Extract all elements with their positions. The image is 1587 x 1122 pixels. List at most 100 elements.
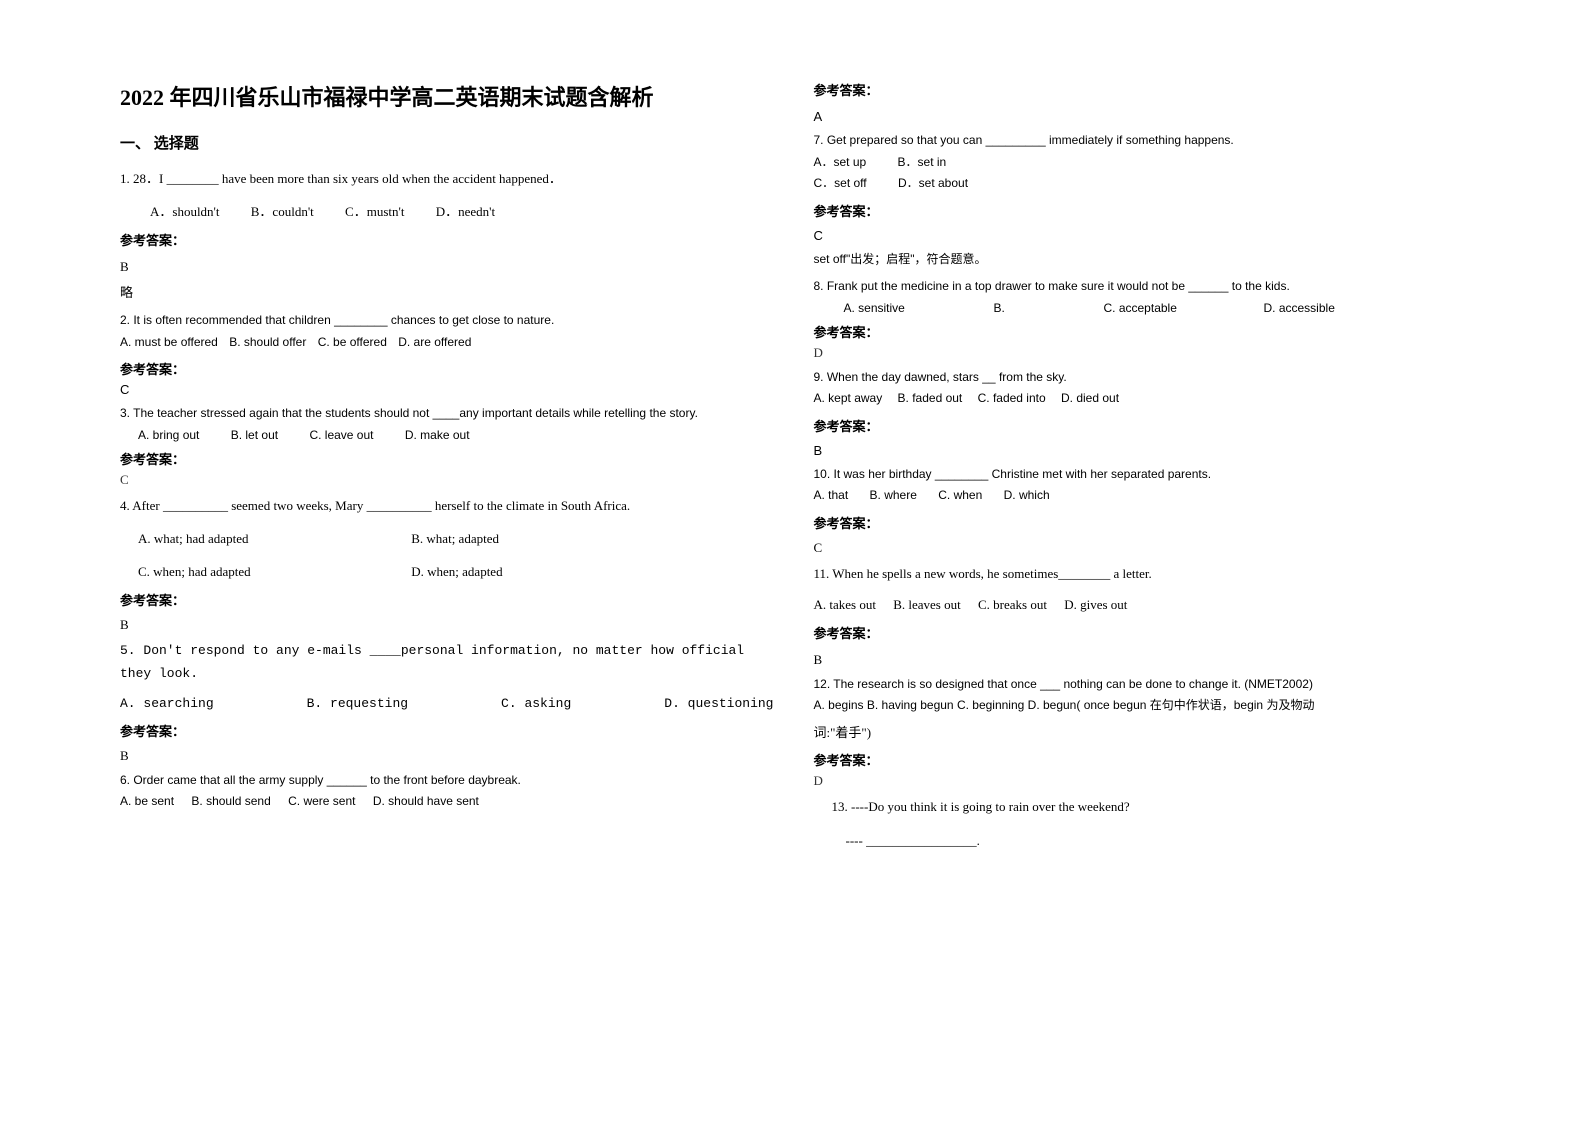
answer-label: 参考答案： bbox=[814, 513, 1468, 532]
q5-opt-d: D. questioning bbox=[664, 692, 773, 715]
q6-opt-d: D. should have sent bbox=[373, 791, 479, 813]
q13-line2: ---- _________________. bbox=[832, 829, 1468, 852]
q7-options-row1: A．set up B．set in bbox=[814, 152, 1468, 174]
q2-stem: 2. It is often recommended that children… bbox=[120, 310, 774, 332]
q3-stem: 3. The teacher stressed again that the s… bbox=[120, 403, 774, 425]
answer-label: 参考答案： bbox=[814, 322, 1468, 341]
q11-opt-b: B. leaves out bbox=[893, 593, 961, 616]
left-column: 2022 年四川省乐山市福禄中学高二英语期末试题含解析 一、 选择题 1. 28… bbox=[100, 80, 794, 1082]
question-12: 12. The research is so designed that onc… bbox=[814, 674, 1468, 745]
q3-opt-b: B. let out bbox=[231, 425, 278, 447]
answer-label: 参考答案： bbox=[814, 623, 1468, 642]
q2-opt-c: C. be offered bbox=[318, 332, 387, 354]
q4-answer: B bbox=[120, 617, 774, 633]
question-13: 13. ----Do you think it is going to rain… bbox=[814, 795, 1468, 852]
q2-opt-d: D. are offered bbox=[398, 332, 471, 354]
q12-stem: 12. The research is so designed that onc… bbox=[814, 674, 1468, 696]
right-column: 参考答案： A 7. Get prepared so that you can … bbox=[794, 80, 1488, 1082]
q9-opt-d: D. died out bbox=[1061, 388, 1119, 410]
answer-label: 参考答案： bbox=[120, 721, 774, 740]
q1-opt-a: A．shouldn't bbox=[150, 200, 220, 223]
q5-opt-c: C. asking bbox=[501, 692, 571, 715]
q10-stem: 10. It was her birthday ________ Christi… bbox=[814, 464, 1468, 486]
q4-options-row1: A. what; had adapted B. what; adapted bbox=[120, 527, 774, 550]
q9-opt-b: B. faded out bbox=[898, 388, 963, 410]
q2-opt-b: B. should offer bbox=[229, 332, 306, 354]
q8-options: A. sensitive B. C. acceptable D. accessi… bbox=[814, 298, 1468, 320]
question-9: 9. When the day dawned, stars __ from th… bbox=[814, 367, 1468, 410]
q3-opt-a: A. bring out bbox=[138, 425, 199, 447]
q7-note: set off"出发；启程"，符合题意。 bbox=[814, 249, 1468, 271]
q3-opt-d: D. make out bbox=[405, 425, 470, 447]
q1-opt-c: C．mustn't bbox=[345, 200, 404, 223]
exam-page: 2022 年四川省乐山市福禄中学高二英语期末试题含解析 一、 选择题 1. 28… bbox=[0, 0, 1587, 1122]
q4-opt-b: B. what; adapted bbox=[411, 527, 499, 550]
q6-answer: A bbox=[814, 109, 1468, 124]
q12-note: 词:"着手") bbox=[814, 721, 1468, 744]
q1-options: A．shouldn't B．couldn't C．mustn't D．needn… bbox=[120, 200, 774, 223]
q11-stem: 11. When he spells a new words, he somet… bbox=[814, 562, 1468, 585]
q6-stem: 6. Order came that all the army supply _… bbox=[120, 770, 774, 792]
q12-answer: D bbox=[814, 773, 1468, 789]
question-4: 4. After __________ seemed two weeks, Ma… bbox=[120, 494, 774, 584]
q8-opt-a: A. sensitive bbox=[844, 298, 994, 320]
answer-label: 参考答案： bbox=[814, 201, 1468, 220]
q3-answer: C bbox=[120, 472, 774, 488]
question-6: 6. Order came that all the army supply _… bbox=[120, 770, 774, 813]
q9-stem: 9. When the day dawned, stars __ from th… bbox=[814, 367, 1468, 389]
q13-stem: 13. ----Do you think it is going to rain… bbox=[832, 795, 1468, 818]
q5-options: A. searching B. requesting C. asking D. … bbox=[120, 692, 774, 715]
q9-options: A. kept away B. faded out C. faded into … bbox=[814, 388, 1468, 410]
question-11: 11. When he spells a new words, he somet… bbox=[814, 562, 1468, 617]
answer-label: 参考答案： bbox=[120, 359, 774, 378]
question-3: 3. The teacher stressed again that the s… bbox=[120, 403, 774, 446]
q8-opt-b: B. bbox=[994, 298, 1104, 320]
q10-opt-c: C. when bbox=[938, 485, 982, 507]
q11-opt-c: C. breaks out bbox=[978, 593, 1047, 616]
q4-stem: 4. After __________ seemed two weeks, Ma… bbox=[120, 494, 774, 517]
q6-opt-b: B. should send bbox=[191, 791, 270, 813]
question-7: 7. Get prepared so that you can ________… bbox=[814, 130, 1468, 195]
q1-stem: 1. 28．I ________ have been more than six… bbox=[120, 167, 774, 190]
answer-label: 参考答案： bbox=[120, 590, 774, 609]
q9-answer: B bbox=[814, 443, 1468, 458]
q9-opt-c: C. faded into bbox=[978, 388, 1046, 410]
section-heading: 一、 选择题 bbox=[120, 132, 774, 153]
q4-options-row2: C. when; had adapted D. when; adapted bbox=[120, 560, 774, 583]
q5-opt-b: B. requesting bbox=[307, 692, 408, 715]
q5-answer: B bbox=[120, 748, 774, 764]
q5-stem: 5. Don't respond to any e-mails ____pers… bbox=[120, 639, 774, 686]
q2-answer: C bbox=[120, 382, 774, 397]
question-2: 2. It is often recommended that children… bbox=[120, 310, 774, 353]
question-5: 5. Don't respond to any e-mails ____pers… bbox=[120, 639, 774, 715]
q2-options: A. must be offered B. should offer C. be… bbox=[120, 332, 774, 354]
q8-opt-d: D. accessible bbox=[1264, 298, 1335, 320]
q8-opt-c: C. acceptable bbox=[1104, 298, 1264, 320]
question-8: 8. Frank put the medicine in a top drawe… bbox=[814, 276, 1468, 319]
q5-opt-a: A. searching bbox=[120, 692, 214, 715]
q10-opt-d: D. which bbox=[1004, 485, 1050, 507]
answer-label: 参考答案： bbox=[814, 750, 1468, 769]
q6-options: A. be sent B. should send C. were sent D… bbox=[120, 791, 774, 813]
q1-answer: B bbox=[120, 259, 774, 275]
q8-answer: D bbox=[814, 345, 1468, 361]
q10-answer: C bbox=[814, 540, 1468, 556]
answer-label: 参考答案： bbox=[814, 416, 1468, 435]
q4-opt-d: D. when; adapted bbox=[411, 560, 502, 583]
q11-options: A. takes out B. leaves out C. breaks out… bbox=[814, 593, 1468, 616]
q6-opt-c: C. were sent bbox=[288, 791, 355, 813]
q11-opt-d: D. gives out bbox=[1064, 593, 1127, 616]
q7-opt-a: A．set up bbox=[814, 152, 867, 174]
question-10: 10. It was her birthday ________ Christi… bbox=[814, 464, 1468, 507]
q4-opt-a: A. what; had adapted bbox=[138, 527, 408, 550]
q7-opt-b: B．set in bbox=[898, 152, 947, 174]
q11-opt-a: A. takes out bbox=[814, 593, 876, 616]
q4-opt-c: C. when; had adapted bbox=[138, 560, 408, 583]
q9-opt-a: A. kept away bbox=[814, 388, 883, 410]
q10-opt-a: A. that bbox=[814, 485, 849, 507]
q10-options: A. that B. where C. when D. which bbox=[814, 485, 1468, 507]
question-1: 1. 28．I ________ have been more than six… bbox=[120, 167, 774, 224]
q7-answer: C bbox=[814, 228, 1468, 243]
q7-stem: 7. Get prepared so that you can ________… bbox=[814, 130, 1468, 152]
q1-opt-d: D．needn't bbox=[436, 200, 495, 223]
